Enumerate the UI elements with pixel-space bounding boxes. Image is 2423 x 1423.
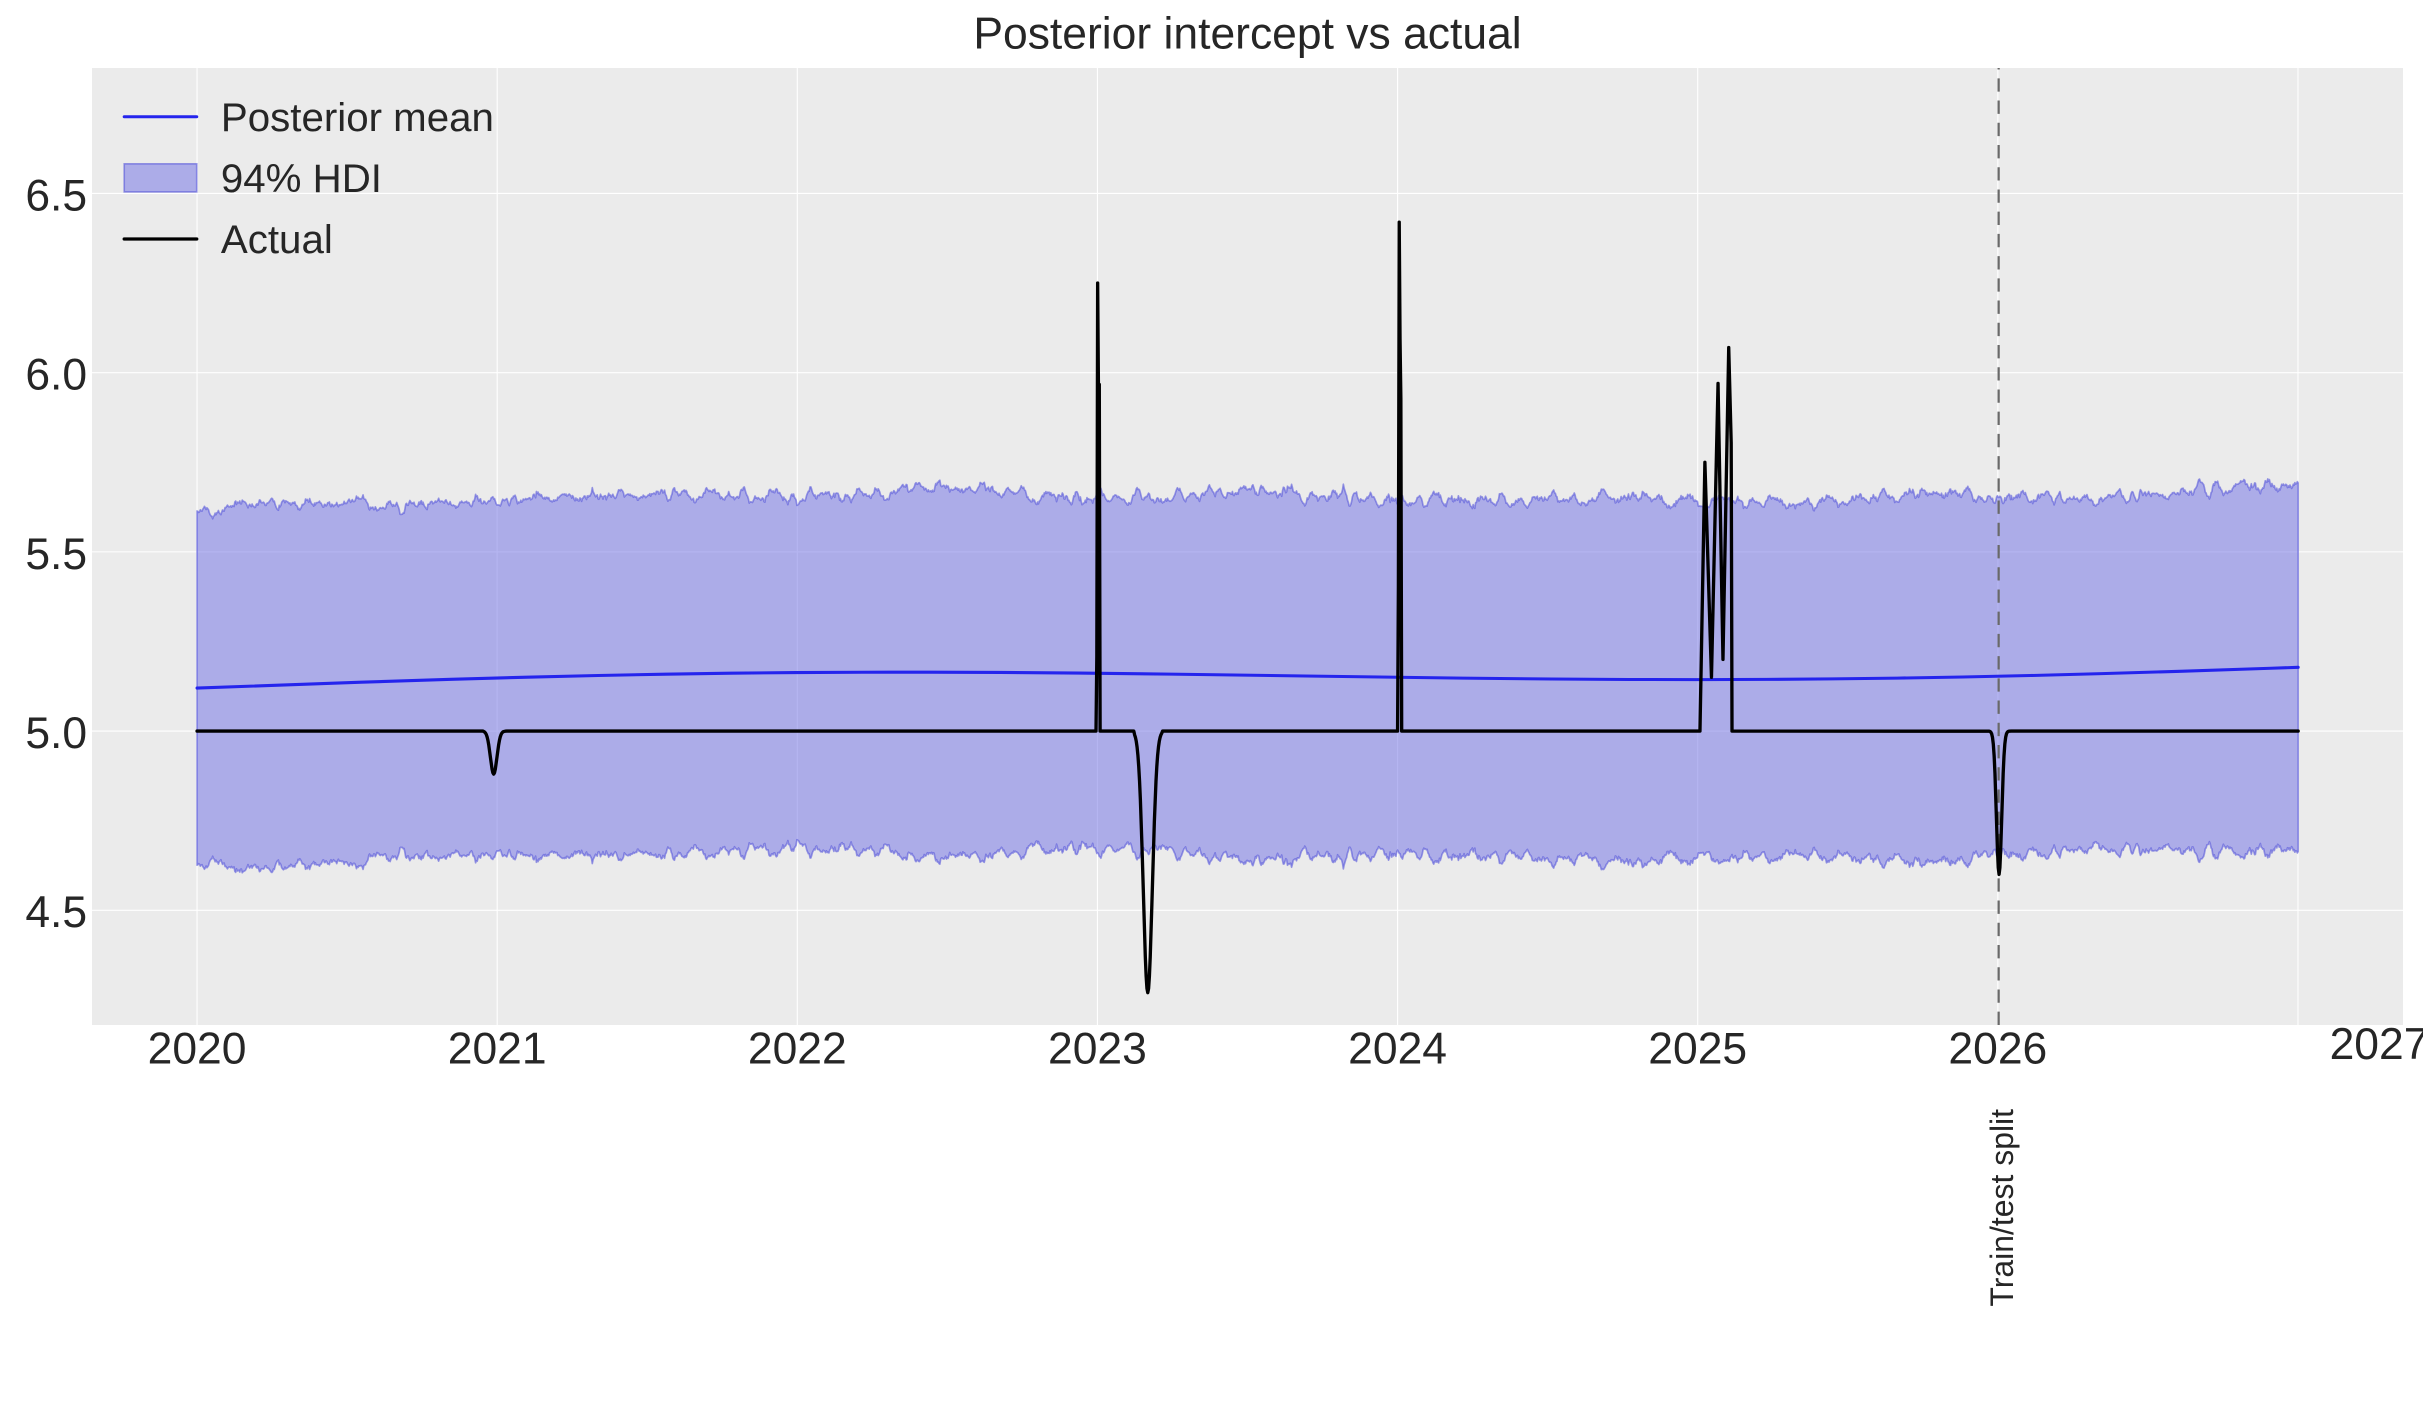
svg-text:2025: 2025 xyxy=(1648,1025,1747,1074)
svg-text:2023: 2023 xyxy=(1048,1025,1147,1074)
svg-text:2026: 2026 xyxy=(1948,1025,2047,1074)
svg-text:6.0: 6.0 xyxy=(25,351,87,400)
svg-text:2022: 2022 xyxy=(748,1025,847,1074)
svg-text:6.5: 6.5 xyxy=(25,171,87,220)
svg-text:5.5: 5.5 xyxy=(25,530,87,579)
svg-text:2024: 2024 xyxy=(1348,1025,1447,1074)
svg-text:Posterior intercept vs actual: Posterior intercept vs actual xyxy=(973,10,1521,59)
svg-text:Train/test split: Train/test split xyxy=(1984,1109,2020,1307)
svg-text:94% HDI: 94% HDI xyxy=(221,156,382,201)
svg-text:2021: 2021 xyxy=(448,1025,547,1074)
svg-text:5.0: 5.0 xyxy=(25,709,87,758)
svg-text:4.5: 4.5 xyxy=(25,888,87,937)
svg-text:Posterior mean: Posterior mean xyxy=(221,95,494,140)
svg-text:2020: 2020 xyxy=(148,1025,247,1074)
svg-text:Actual: Actual xyxy=(221,217,333,262)
svg-text:2027: 2027 xyxy=(2330,1020,2423,1069)
